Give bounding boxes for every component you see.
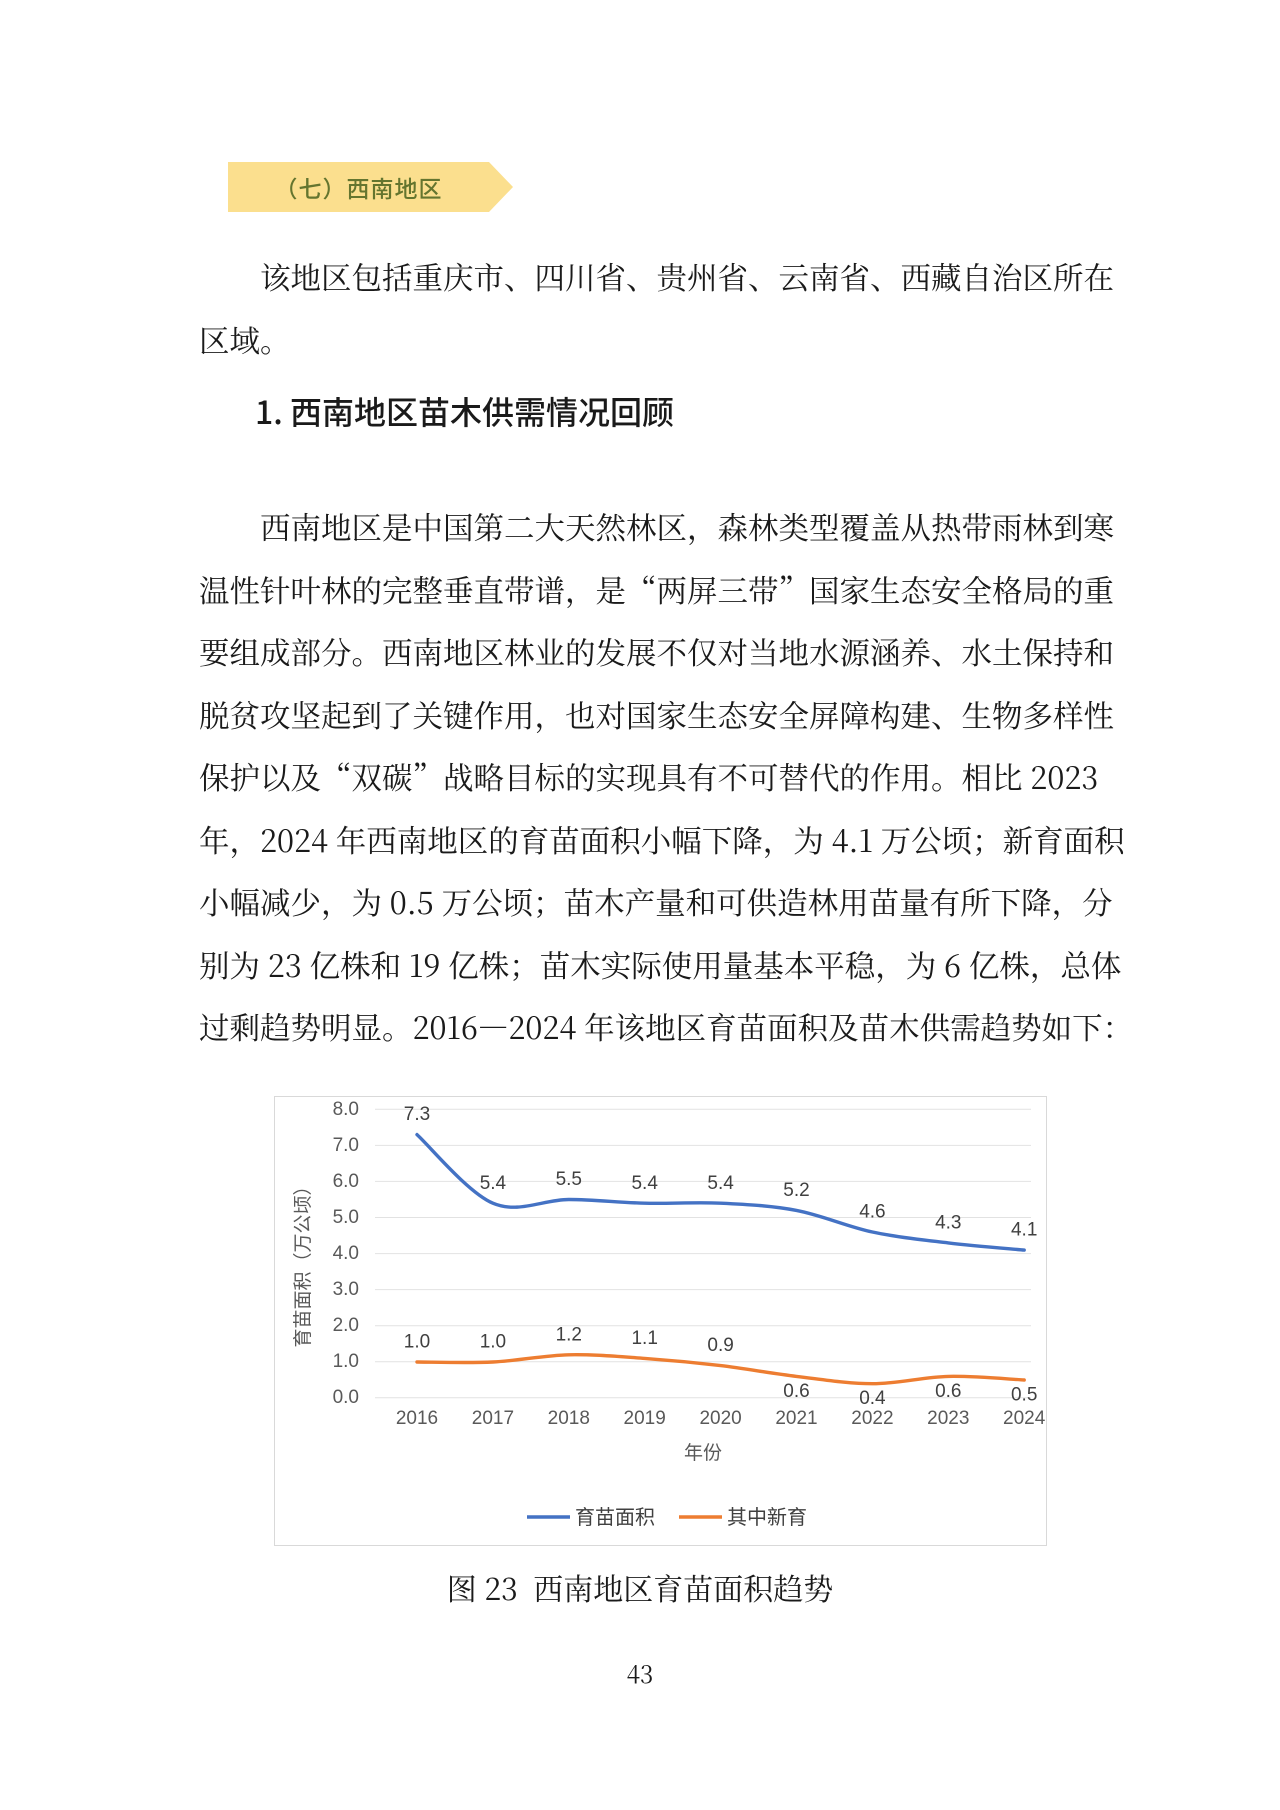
svg-text:2020: 2020 bbox=[699, 1408, 741, 1429]
svg-text:3.0: 3.0 bbox=[333, 1279, 359, 1300]
svg-text:8.0: 8.0 bbox=[333, 1099, 359, 1120]
svg-text:4.6: 4.6 bbox=[859, 1202, 885, 1223]
svg-text:1.0: 1.0 bbox=[404, 1332, 430, 1353]
svg-text:2019: 2019 bbox=[624, 1408, 666, 1429]
svg-text:7.3: 7.3 bbox=[404, 1104, 430, 1125]
svg-text:4.3: 4.3 bbox=[935, 1213, 961, 1234]
svg-text:年份: 年份 bbox=[684, 1442, 722, 1464]
svg-text:7.0: 7.0 bbox=[333, 1135, 359, 1156]
svg-text:2022: 2022 bbox=[851, 1408, 893, 1429]
svg-text:1.0: 1.0 bbox=[480, 1332, 506, 1353]
svg-text:育苗面积（万公顷）: 育苗面积（万公顷） bbox=[292, 1176, 314, 1347]
svg-text:0.5: 0.5 bbox=[1011, 1385, 1037, 1406]
svg-text:2016: 2016 bbox=[396, 1408, 438, 1429]
svg-text:2017: 2017 bbox=[472, 1408, 514, 1429]
svg-text:2021: 2021 bbox=[775, 1408, 817, 1429]
svg-text:2018: 2018 bbox=[548, 1408, 590, 1429]
svg-text:5.4: 5.4 bbox=[480, 1173, 507, 1194]
svg-text:0.4: 0.4 bbox=[859, 1388, 886, 1409]
svg-text:0.6: 0.6 bbox=[783, 1381, 809, 1402]
svg-text:其中新育: 其中新育 bbox=[727, 1506, 807, 1529]
svg-text:1.0: 1.0 bbox=[333, 1351, 359, 1372]
svg-text:2.0: 2.0 bbox=[333, 1315, 359, 1336]
svg-text:5.2: 5.2 bbox=[783, 1180, 809, 1201]
svg-text:0.9: 0.9 bbox=[707, 1335, 733, 1356]
svg-text:5.4: 5.4 bbox=[631, 1173, 658, 1194]
svg-text:0.0: 0.0 bbox=[333, 1387, 359, 1408]
svg-text:4.1: 4.1 bbox=[1011, 1220, 1037, 1241]
svg-text:5.5: 5.5 bbox=[556, 1169, 582, 1190]
svg-text:5.4: 5.4 bbox=[707, 1173, 734, 1194]
svg-text:1.2: 1.2 bbox=[556, 1324, 582, 1345]
svg-text:5.0: 5.0 bbox=[333, 1207, 359, 1228]
svg-text:1.1: 1.1 bbox=[631, 1328, 657, 1349]
svg-text:2023: 2023 bbox=[927, 1408, 969, 1429]
svg-text:2024: 2024 bbox=[1003, 1408, 1046, 1429]
svg-text:育苗面积: 育苗面积 bbox=[575, 1506, 655, 1529]
svg-text:6.0: 6.0 bbox=[333, 1171, 359, 1192]
svg-text:0.6: 0.6 bbox=[935, 1381, 961, 1402]
svg-text:4.0: 4.0 bbox=[333, 1243, 359, 1264]
